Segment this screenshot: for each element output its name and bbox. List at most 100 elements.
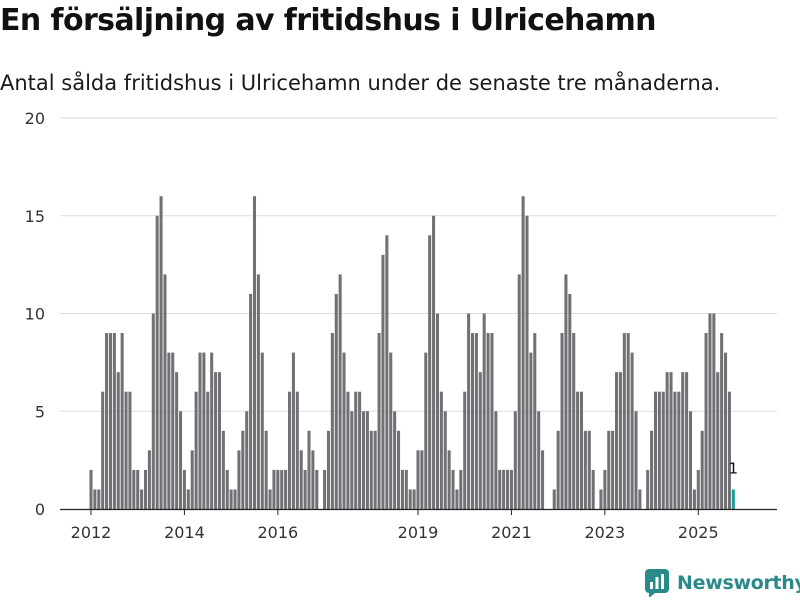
bar bbox=[615, 372, 619, 509]
bar bbox=[568, 293, 572, 509]
bar bbox=[252, 196, 257, 509]
bar bbox=[459, 469, 463, 509]
bar bbox=[264, 430, 268, 509]
y-tick-label: 10 bbox=[25, 305, 45, 324]
bar bbox=[147, 450, 151, 509]
bar bbox=[626, 333, 630, 509]
bar bbox=[443, 411, 447, 509]
bar bbox=[284, 469, 288, 509]
bar bbox=[486, 333, 490, 509]
bar bbox=[330, 333, 334, 509]
bar bbox=[408, 489, 412, 509]
bar bbox=[140, 489, 144, 509]
bar bbox=[385, 235, 389, 510]
bar bbox=[369, 430, 373, 509]
bar bbox=[241, 430, 245, 509]
bar bbox=[416, 450, 420, 509]
bar bbox=[295, 391, 299, 509]
bar bbox=[342, 352, 346, 509]
bar bbox=[412, 489, 416, 509]
bar bbox=[599, 489, 603, 509]
bar bbox=[354, 391, 358, 509]
annotations: 1 bbox=[729, 459, 739, 477]
bar bbox=[607, 430, 611, 509]
bar bbox=[669, 372, 673, 509]
bar bbox=[377, 333, 381, 509]
bar bbox=[206, 391, 210, 509]
bar bbox=[435, 313, 439, 509]
bar bbox=[541, 450, 545, 509]
y-axis-labels: 0 5 10 15 20 bbox=[25, 109, 45, 519]
bar bbox=[521, 196, 525, 509]
bar bbox=[432, 215, 436, 509]
bar bbox=[439, 391, 443, 509]
bar bbox=[361, 411, 366, 509]
bar bbox=[506, 469, 510, 509]
x-tick-label: 2016 bbox=[257, 523, 298, 542]
bar bbox=[576, 391, 580, 509]
bar bbox=[716, 372, 720, 509]
bar bbox=[393, 411, 397, 509]
bar bbox=[529, 352, 533, 509]
bar bbox=[583, 430, 587, 509]
bar bbox=[229, 489, 233, 509]
bar bbox=[572, 333, 576, 509]
bar bbox=[463, 391, 467, 509]
x-tick-label: 2021 bbox=[491, 523, 532, 542]
bar-chart: 0 5 10 15 20 2012 2014 2016 2019 2021 2023 2025 1 bbox=[25, 109, 777, 542]
bar bbox=[179, 411, 183, 509]
bar bbox=[155, 215, 159, 509]
y-tick-label: 20 bbox=[25, 109, 45, 128]
bar bbox=[653, 391, 657, 509]
bar bbox=[237, 450, 241, 509]
bar bbox=[143, 469, 148, 509]
bar bbox=[128, 391, 132, 509]
bar bbox=[591, 469, 595, 509]
y-tick-label: 0 bbox=[35, 500, 45, 519]
bar bbox=[712, 313, 716, 509]
bar bbox=[498, 469, 502, 509]
bar bbox=[202, 352, 206, 509]
bar bbox=[116, 372, 120, 509]
bar bbox=[323, 469, 327, 509]
bar bbox=[467, 313, 471, 509]
newsworthy-logo-text: Newsworthy bbox=[677, 572, 800, 594]
bar bbox=[186, 489, 190, 509]
bar bbox=[537, 411, 541, 509]
bar bbox=[112, 333, 116, 509]
bar bbox=[217, 372, 221, 509]
bar bbox=[673, 391, 677, 509]
bar bbox=[163, 274, 167, 509]
newsworthy-logo-icon bbox=[645, 569, 669, 597]
bar bbox=[517, 274, 521, 509]
bar bbox=[502, 469, 506, 509]
x-axis: 2012 2014 2016 2019 2021 2023 2025 bbox=[60, 508, 777, 542]
bar bbox=[727, 391, 731, 509]
bar bbox=[260, 352, 264, 509]
bar bbox=[587, 430, 591, 509]
bars bbox=[89, 196, 735, 510]
bar bbox=[618, 372, 622, 509]
bar bbox=[151, 313, 155, 509]
bar bbox=[700, 430, 704, 509]
bar bbox=[677, 391, 681, 509]
bar bbox=[326, 430, 330, 509]
bar bbox=[389, 352, 393, 509]
bar bbox=[346, 391, 350, 509]
bar bbox=[190, 450, 194, 509]
bar bbox=[299, 450, 303, 509]
bar bbox=[708, 313, 712, 509]
bar bbox=[97, 489, 101, 509]
bar bbox=[291, 352, 295, 509]
bar bbox=[159, 196, 163, 509]
x-tick-label: 2014 bbox=[164, 523, 205, 542]
bar bbox=[688, 411, 693, 509]
bar bbox=[171, 352, 175, 509]
bar bbox=[478, 372, 482, 509]
bar bbox=[132, 469, 136, 509]
bar bbox=[280, 469, 284, 509]
bar bbox=[564, 274, 568, 509]
bar bbox=[400, 469, 404, 509]
bar bbox=[101, 391, 105, 509]
bar bbox=[311, 450, 315, 509]
